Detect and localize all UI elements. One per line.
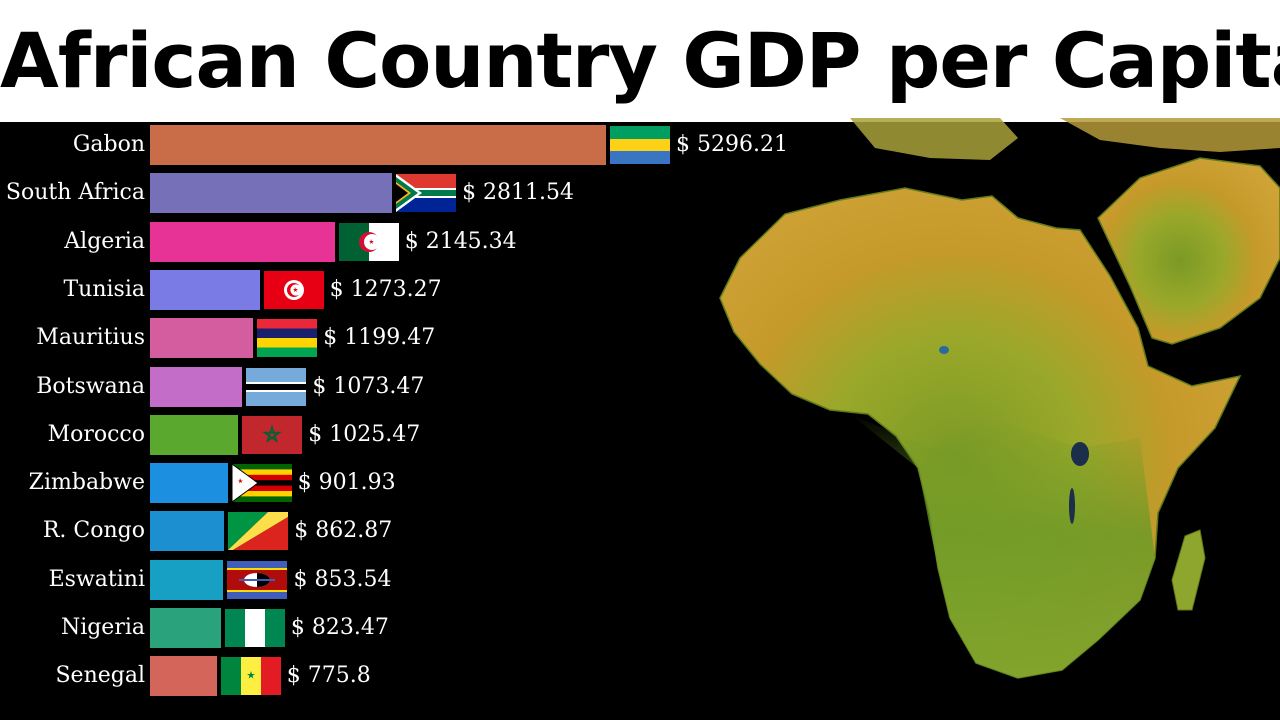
chart-title: African Country GDP per Capita <box>0 0 1280 122</box>
bar-botswana <box>150 366 243 407</box>
category-label-r-congo: R. Congo <box>42 518 145 544</box>
category-label-algeria: Algeria <box>64 228 145 254</box>
flag-nigeria-icon <box>224 609 285 647</box>
category-label-botswana: Botswana <box>36 373 145 399</box>
flag-zimbabwe-icon <box>231 464 292 503</box>
flag-botswana-icon <box>246 367 307 406</box>
category-label-eswatini: Eswatini <box>48 566 145 592</box>
value-label-gabon: $ 5296.21 <box>676 132 788 157</box>
flag-eswatini-icon <box>227 560 288 599</box>
flag-mauritius-icon <box>257 319 318 358</box>
flag-senegal-icon <box>220 657 281 696</box>
value-label-south-africa: $ 2811.54 <box>462 180 575 206</box>
value-label-senegal: $ 775.8 <box>286 663 371 689</box>
bar-eswatini <box>150 559 224 600</box>
value-label-mauritius: $ 1199.47 <box>323 325 436 351</box>
value-label-botswana: $ 1073.47 <box>312 373 425 399</box>
category-label-mauritius: Mauritius <box>36 325 145 351</box>
bar-gabon <box>150 125 606 165</box>
bar-r-congo <box>150 511 225 552</box>
bar-algeria <box>150 221 335 262</box>
bar-mauritius <box>150 318 254 359</box>
bar-morocco <box>150 414 239 455</box>
value-label-tunisia: $ 1273.27 <box>329 276 442 302</box>
bar-tunisia <box>150 269 260 310</box>
value-label-morocco: $ 1025.47 <box>308 421 421 447</box>
bar-nigeria <box>150 608 221 648</box>
category-label-zimbabwe: Zimbabwe <box>28 470 145 496</box>
value-label-eswatini: $ 853.54 <box>293 566 392 592</box>
africa-map-icon <box>719 118 1280 679</box>
bar-senegal <box>150 656 217 697</box>
bar-chart: Gabon $ 5296.21 South Africa $ 2811.54 Alger… <box>0 122 1280 720</box>
value-label-nigeria: $ 823.47 <box>290 615 389 640</box>
category-label-senegal: Senegal <box>55 663 145 689</box>
bar-south-africa <box>150 173 393 214</box>
value-label-r-congo: $ 862.87 <box>294 518 393 544</box>
category-label-south-africa: South Africa <box>5 180 145 206</box>
category-label-gabon: Gabon <box>72 132 145 157</box>
bar-zimbabwe <box>150 463 228 504</box>
flag-congo-icon <box>228 512 289 551</box>
flag-tunisia-icon <box>263 270 324 309</box>
value-label-algeria: $ 2145.34 <box>404 228 517 254</box>
category-label-tunisia: Tunisia <box>63 276 146 302</box>
flag-gabon-icon <box>610 126 670 164</box>
category-label-morocco: Morocco <box>47 421 145 447</box>
flag-morocco-icon <box>242 415 303 454</box>
flag-algeria-icon <box>338 222 399 261</box>
value-label-zimbabwe: $ 901.93 <box>297 470 396 496</box>
flag-south-africa-icon <box>396 174 457 213</box>
category-label-nigeria: Nigeria <box>60 615 145 640</box>
